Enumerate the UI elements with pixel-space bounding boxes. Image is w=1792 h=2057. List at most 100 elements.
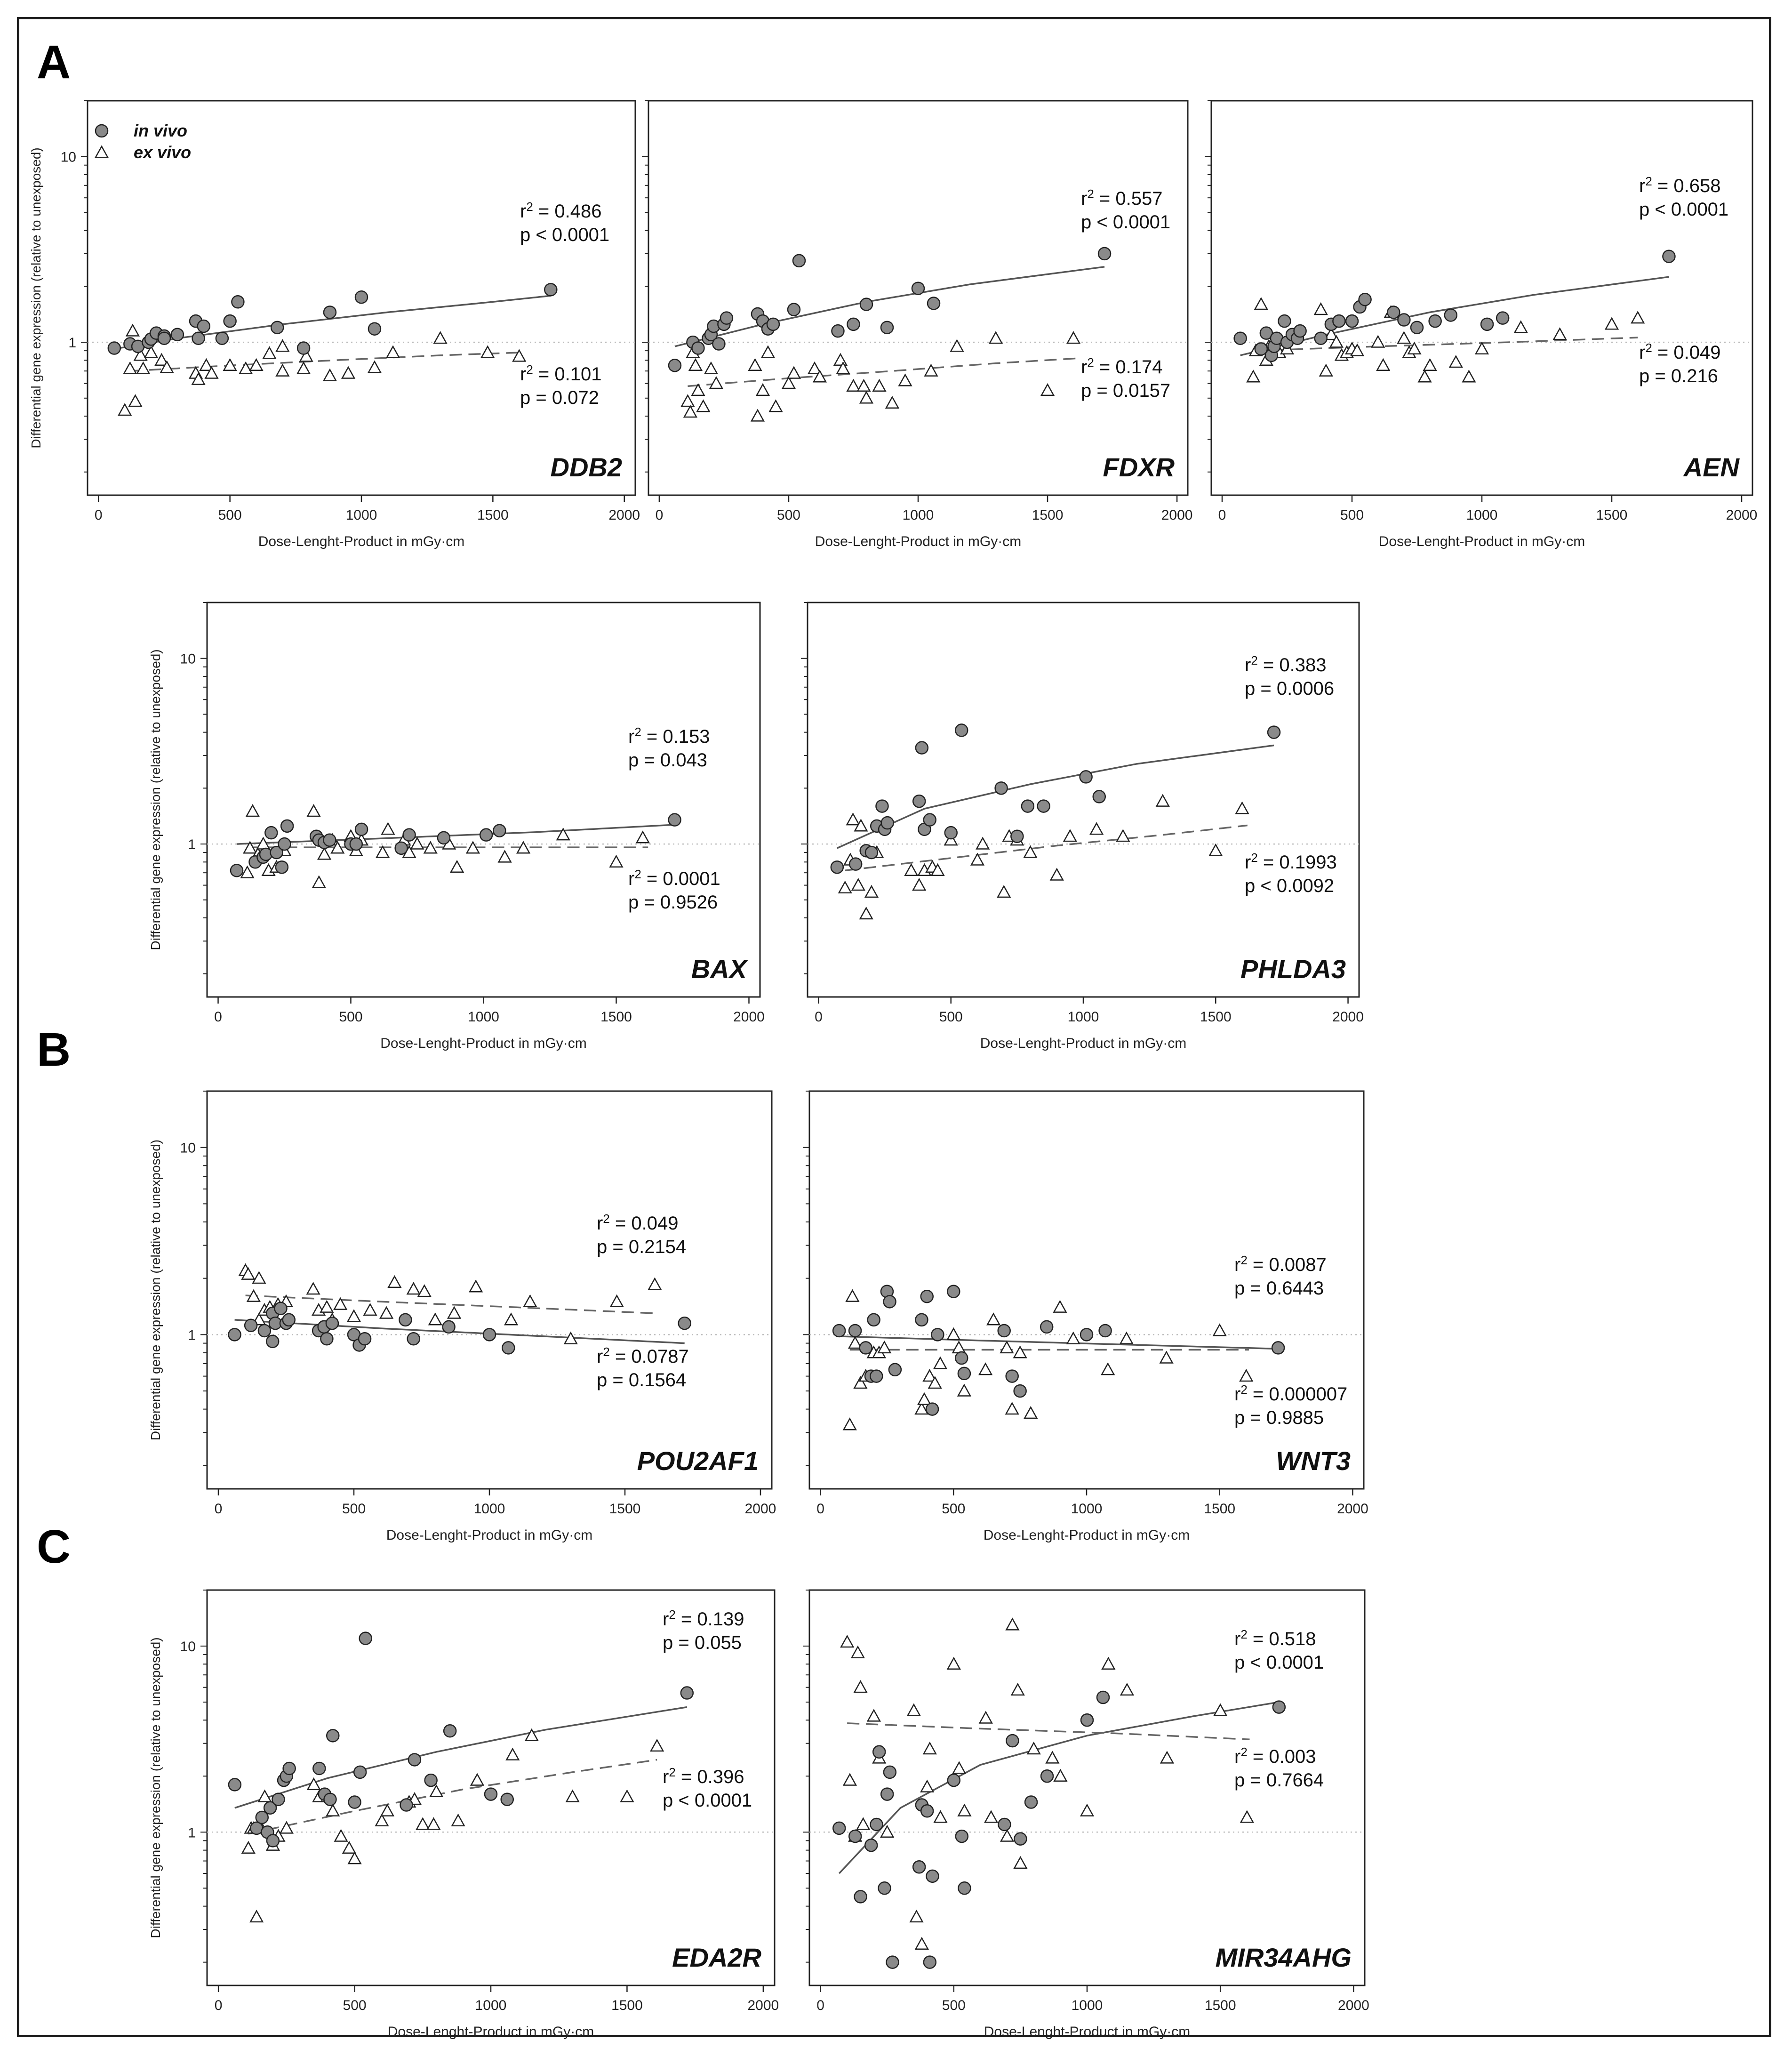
- data-point-in-vivo: [502, 1341, 515, 1355]
- data-point-in-vivo: [947, 1285, 960, 1298]
- y-tick-label: 10: [61, 150, 76, 165]
- data-point-in-vivo: [479, 828, 493, 842]
- data-point-in-vivo: [270, 845, 283, 860]
- data-point-in-vivo: [1444, 308, 1458, 322]
- panel-letter-c: C: [37, 1520, 71, 1573]
- data-point-in-vivo: [880, 321, 894, 335]
- chart-bax: 0 500 1000 1500 2000 1 10 Dose-Lenght-Product i…: [148, 602, 765, 1051]
- data-point-in-vivo: [484, 1787, 498, 1801]
- data-point-in-vivo: [875, 799, 889, 813]
- y-tick-label: 1: [188, 1825, 196, 1840]
- data-point-ex-vivo: [563, 1331, 578, 1344]
- data-point-ex-vivo: [859, 391, 874, 404]
- data-point-ex-vivo: [1066, 331, 1081, 344]
- r2-label-in-vivo: r2 = 0.518: [1234, 1627, 1316, 1649]
- data-point-ex-vivo: [917, 1392, 932, 1405]
- data-point-in-vivo: [830, 860, 844, 874]
- data-point-in-vivo: [925, 1402, 939, 1416]
- data-point-ex-vivo: [1040, 383, 1055, 396]
- data-point-ex-vivo: [680, 394, 695, 407]
- data-point-ex-vivo: [853, 1680, 868, 1693]
- data-point-in-vivo: [348, 1795, 361, 1809]
- data-point-in-vivo: [1013, 1384, 1027, 1398]
- data-point-ex-vivo: [1013, 1345, 1027, 1358]
- x-tick-label: 0: [815, 1009, 823, 1025]
- data-point-in-vivo: [323, 305, 337, 319]
- x-tick-label: 2000: [608, 507, 640, 523]
- data-point-ex-vivo: [635, 830, 650, 844]
- data-point-ex-vivo: [1213, 1703, 1228, 1716]
- data-point-ex-vivo: [1212, 1323, 1227, 1336]
- data-point-in-vivo: [1005, 1369, 1019, 1383]
- data-point-in-vivo: [1080, 1328, 1094, 1342]
- data-point-ex-vivo: [381, 822, 395, 835]
- data-point-in-vivo: [400, 1798, 413, 1812]
- data-point-ex-vivo: [449, 860, 464, 873]
- data-point-ex-vivo: [1101, 1362, 1115, 1375]
- data-point-in-vivo: [944, 826, 958, 840]
- data-point-ex-vivo: [342, 1840, 357, 1854]
- fit-line-in-vivo: [837, 744, 1274, 849]
- panel-letter-a: A: [37, 36, 71, 88]
- x-axis-label: Dose-Lenght-Product in mGy·cm: [258, 534, 465, 549]
- data-point-ex-vivo: [240, 865, 255, 878]
- data-point-ex-vivo: [1246, 370, 1261, 383]
- data-point-ex-vivo: [691, 383, 705, 396]
- data-point-ex-vivo: [750, 409, 765, 422]
- x-axis-label: Dose-Lenght-Product in mGy·cm: [1379, 534, 1585, 549]
- fit-line-in-vivo: [839, 1335, 1279, 1350]
- data-point-in-vivo: [787, 303, 801, 316]
- data-point-ex-vivo: [1208, 843, 1223, 857]
- data-point-in-vivo: [854, 1890, 867, 1904]
- data-point-ex-vivo: [252, 1271, 266, 1284]
- data-point-ex-vivo: [840, 1635, 855, 1648]
- data-point-in-vivo: [482, 1328, 496, 1342]
- x-tick-label: 1500: [600, 1009, 632, 1025]
- chart-pou2af1: 0 500 1000 1500 2000 1 10 Dose-Lenght-Product i…: [148, 1090, 776, 1543]
- r2-label-ex-vivo: r2 = 0.1993: [1245, 851, 1337, 873]
- legend-label-ex-vivo: ex vivo: [134, 143, 191, 162]
- data-point-in-vivo: [864, 845, 879, 860]
- chart-wnt3: 0 500 1000 1500 2000 Dose-Lenght-Product in m…: [803, 1090, 1368, 1543]
- data-point-ex-vivo: [944, 833, 958, 846]
- data-point-in-vivo: [368, 322, 382, 336]
- data-point-ex-vivo: [920, 1779, 935, 1792]
- data-point-ex-vivo: [451, 1813, 465, 1826]
- data-point-ex-vivo: [950, 339, 964, 352]
- data-point-in-vivo: [323, 1792, 337, 1806]
- data-point-in-vivo: [859, 1341, 872, 1355]
- data-point-in-vivo: [358, 1332, 372, 1346]
- data-point-ex-vivo: [850, 1645, 865, 1658]
- x-tick-label: 1500: [611, 1998, 643, 2013]
- figure-frame: [17, 17, 1771, 2037]
- data-point-ex-vivo: [872, 378, 887, 392]
- data-point-in-vivo: [228, 1778, 242, 1792]
- chart-ddb2: 0 500 1000 1500 2000 1 10 Dose-Lenght-Product i…: [29, 100, 640, 549]
- data-point-ex-vivo: [1462, 370, 1476, 383]
- data-point-in-vivo: [354, 290, 368, 304]
- data-point-ex-vivo: [898, 373, 912, 386]
- y-axis-label: Differential gene expression (relative t…: [148, 1637, 163, 1938]
- data-point-ex-vivo: [296, 361, 311, 374]
- data-point-ex-vivo: [1063, 829, 1077, 842]
- legend-marker-ex-vivo: [94, 145, 109, 158]
- data-point-in-vivo: [280, 819, 294, 833]
- data-point-in-vivo: [1293, 324, 1307, 338]
- data-point-in-vivo: [354, 822, 368, 836]
- y-tick-label: 1: [188, 1327, 196, 1343]
- data-point-in-vivo: [282, 1761, 296, 1776]
- data-point-in-vivo: [872, 1745, 886, 1759]
- data-point-ex-vivo: [1448, 355, 1463, 368]
- data-point-in-vivo: [920, 1289, 934, 1303]
- x-tick-label: 0: [215, 1998, 223, 2013]
- data-point-in-vivo: [266, 1834, 280, 1848]
- gene-label: EDA2R: [672, 1943, 761, 1972]
- data-point-ex-vivo: [768, 399, 783, 412]
- data-point-in-vivo: [1662, 249, 1676, 263]
- gene-label: AEN: [1683, 452, 1740, 482]
- data-point-ex-vivo: [1066, 1331, 1080, 1344]
- data-point-in-vivo: [270, 321, 284, 335]
- data-point-in-vivo: [442, 1320, 456, 1334]
- data-point-ex-vivo: [249, 1909, 264, 1923]
